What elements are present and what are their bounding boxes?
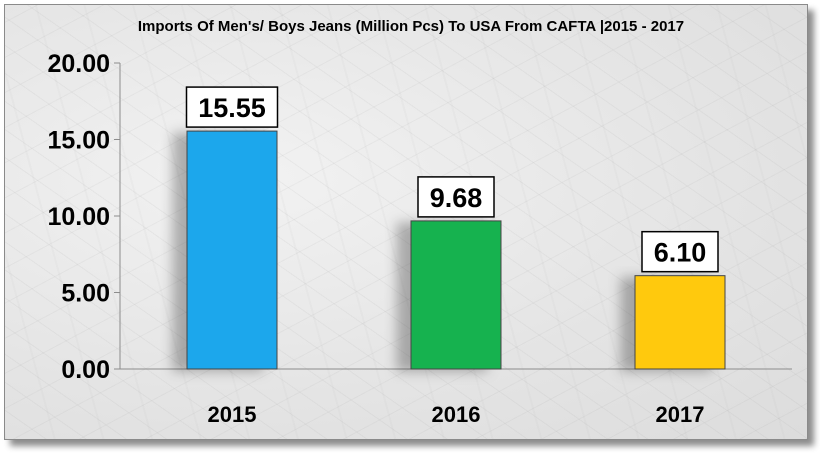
bars (186, 130, 726, 370)
y-tick-label: 20.00 (47, 50, 110, 78)
bar-2017 (634, 275, 726, 370)
data-label-box (641, 230, 719, 273)
data-label: 9.68 (430, 183, 483, 213)
x-tick-label: 2016 (432, 402, 481, 427)
axes: 0.00 5.00 10.00 15.00 20.00 (47, 50, 792, 384)
y-tick-label: 0.00 (61, 356, 110, 384)
data-label-box (417, 176, 495, 218)
x-tick-label: 2015 (208, 402, 257, 427)
bar-2015 (186, 130, 278, 370)
data-label: 15.55 (198, 93, 266, 123)
data-label: 6.10 (654, 238, 707, 268)
labels: 2015 15.55 2016 9.68 2017 6.10 (185, 86, 719, 427)
data-label-box (185, 86, 279, 128)
x-tick-label: 2017 (656, 402, 705, 427)
y-tick-label: 10.00 (47, 203, 110, 231)
y-tick-label: 5.00 (61, 280, 110, 308)
y-tick-label: 15.00 (47, 127, 110, 155)
bar-2016 (410, 220, 502, 370)
chart-frame: Imports Of Men's/ Boys Jeans (Million Pc… (4, 4, 808, 440)
chart-title: Imports Of Men's/ Boys Jeans (Million Pc… (137, 18, 685, 35)
